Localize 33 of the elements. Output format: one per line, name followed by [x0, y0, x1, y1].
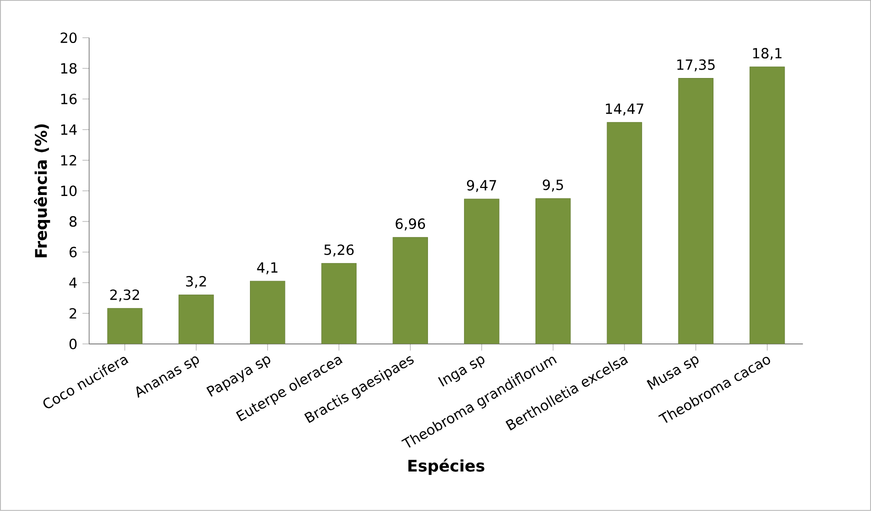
data-label: 9,47	[466, 180, 496, 192]
bar	[606, 122, 642, 344]
data-label: 6,96	[396, 218, 426, 231]
y-tick-label: 2	[70, 308, 76, 319]
y-tick-label: 0	[70, 338, 77, 350]
data-label: 2,32	[110, 290, 140, 302]
y-tick-label: 4	[69, 278, 77, 288]
y-tick-label: 12	[61, 155, 76, 166]
data-label: 4,1	[257, 262, 278, 274]
data-label: 5,26	[324, 244, 354, 257]
bar	[250, 281, 286, 344]
bar	[107, 308, 142, 344]
y-tick-label: 6	[70, 246, 77, 258]
y-tick-label: 8	[70, 216, 77, 227]
x-axis-title: Espécies	[408, 458, 484, 475]
bar	[535, 198, 571, 344]
data-label: 3,2	[186, 276, 206, 288]
data-label: 18,1	[753, 48, 782, 60]
data-label: 14,47	[606, 104, 644, 116]
bar	[178, 294, 214, 344]
data-label: 9,5	[542, 180, 563, 192]
y-tick-label: 18	[61, 63, 77, 74]
data-label: 17,35	[677, 59, 715, 72]
y-tick-label: 16	[61, 94, 77, 104]
y-tick-label: 20	[60, 32, 77, 44]
bar	[750, 66, 785, 344]
y-tick-label: 14	[61, 124, 77, 135]
bar	[392, 237, 428, 344]
bar	[464, 198, 500, 344]
bar	[321, 263, 357, 344]
bar	[678, 78, 714, 344]
y-tick-label: 10	[61, 186, 77, 196]
y-axis-title: Frequência (%)	[34, 124, 50, 258]
